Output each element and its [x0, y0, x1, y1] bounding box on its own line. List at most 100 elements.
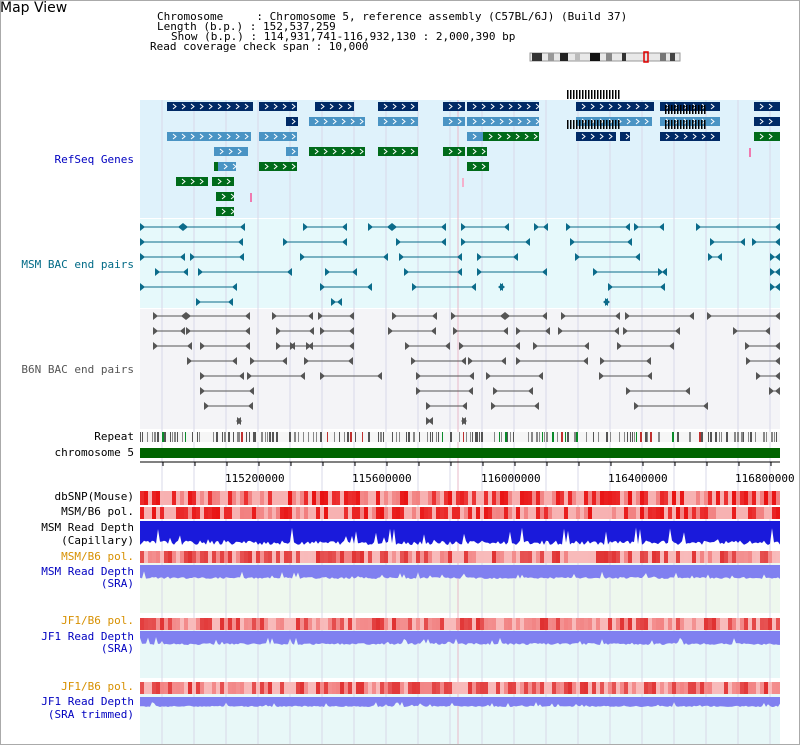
heat-cell: [536, 491, 540, 505]
track-label-jf1-b6-pol[interactable]: JF1/B6 pol.: [61, 614, 134, 627]
track-label-msm-depth-cap-1[interactable]: MSM Read Depth: [41, 521, 134, 534]
repeat-element: [561, 432, 563, 442]
heat-cell: [708, 491, 712, 505]
heat-cell: [272, 551, 276, 563]
heat-cell: [692, 551, 696, 563]
repeat-element: [249, 432, 250, 442]
heat-cell: [660, 507, 664, 519]
heat-cell: [276, 618, 280, 630]
heat-cell: [300, 507, 304, 519]
strand-arrow: [291, 103, 296, 110]
heat-cell: [220, 507, 224, 519]
repeat-element: [647, 432, 648, 442]
track-label-b6n-bac[interactable]: B6N BAC end pairs: [21, 363, 134, 376]
heat-cell: [240, 682, 244, 694]
heat-cell: [276, 551, 280, 563]
heat-cell: [368, 618, 372, 630]
repeat-element: [734, 432, 736, 442]
track-label-repeat[interactable]: Repeat: [94, 430, 134, 443]
heat-cell: [392, 551, 396, 563]
strand-arrow: [665, 133, 670, 140]
heat-cell: [236, 682, 240, 694]
repeat-element: [164, 432, 166, 442]
msm-bac-end: [575, 253, 580, 261]
strand-arrow: [517, 103, 522, 110]
strand-arrow: [323, 148, 328, 155]
heat-cell: [660, 682, 664, 694]
track-label-jf1-trim-1[interactable]: JF1 Read Depth: [41, 695, 134, 708]
heat-cell: [468, 491, 472, 505]
b6n-bac-end: [239, 372, 244, 380]
heat-cell: [468, 507, 472, 519]
heat-cell: [148, 551, 152, 563]
heat-cell: [588, 491, 592, 505]
gene-model: [754, 102, 780, 111]
track-label-refseq[interactable]: RefSeq Genes: [54, 153, 134, 166]
heat-cell: [752, 618, 756, 630]
msm-bac-end: [383, 253, 388, 261]
msm-bac-end: [396, 238, 401, 246]
repeat-element: [272, 432, 274, 442]
heat-cell: [240, 551, 244, 563]
heat-cell: [172, 551, 176, 563]
heat-cell: [208, 491, 212, 505]
heat-cell: [512, 491, 516, 505]
heat-cell: [644, 551, 648, 563]
track-label-msm-b6-pol-2[interactable]: MSM/B6 pol.: [61, 550, 134, 563]
heat-cell: [684, 682, 688, 694]
heat-cell: [256, 551, 260, 563]
heat-cell: [324, 551, 328, 563]
repeat-element: [763, 432, 765, 442]
strand-arrow: [526, 118, 531, 125]
heat-cell: [596, 507, 600, 519]
b6n-bac-end: [320, 327, 325, 335]
strand-arrow: [314, 148, 319, 155]
heat-cell: [564, 682, 568, 694]
track-label-jf1-depth-sra-1[interactable]: JF1 Read Depth: [41, 630, 134, 643]
strand-arrow: [217, 133, 222, 140]
heat-cell: [424, 618, 428, 630]
repeat-element: [552, 432, 554, 442]
heat-cell: [176, 682, 180, 694]
heat-cell: [360, 682, 364, 694]
heat-cell: [488, 682, 492, 694]
b6n-bac-end: [775, 387, 780, 395]
track-label-jf1-b6-pol-2[interactable]: JF1/B6 pol.: [61, 680, 134, 693]
repeat-element: [627, 432, 628, 442]
repeat-element: [689, 432, 691, 442]
strand-arrow: [230, 208, 235, 215]
track-label-chromosome[interactable]: chromosome 5: [54, 446, 134, 459]
heat-cell: [736, 491, 740, 505]
heat-cell: [344, 491, 348, 505]
heat-cell: [288, 551, 292, 563]
heat-cell: [432, 491, 436, 505]
track-label-msm-depth-sra-1[interactable]: MSM Read Depth: [41, 565, 134, 578]
repeat-element: [755, 432, 756, 442]
repeat-element: [466, 432, 467, 442]
track-label-dbsnp[interactable]: dbSNP(Mouse): [54, 490, 134, 503]
heat-cell: [280, 491, 284, 505]
heat-cell: [724, 491, 728, 505]
track-label-msm-bac[interactable]: MSM BAC end pairs: [21, 258, 134, 271]
heat-cell: [160, 682, 164, 694]
heat-cell: [196, 491, 200, 505]
msm-bac-end: [228, 298, 233, 306]
strand-arrow: [692, 133, 697, 140]
heat-cell: [348, 507, 352, 519]
heat-cell: [712, 618, 716, 630]
heat-cell: [140, 551, 144, 563]
repeat-element: [658, 432, 660, 442]
show-range-info: Show (b.p.) : 114,931,741-116,932,130 : …: [171, 30, 516, 43]
track-label-msm-b6-pol[interactable]: MSM/B6 pol.: [61, 505, 134, 518]
heat-cell: [380, 682, 384, 694]
heat-cell: [252, 491, 256, 505]
heat-cell: [304, 618, 308, 630]
heat-cell: [560, 551, 564, 563]
strand-arrow: [226, 133, 231, 140]
msm-bac-end: [770, 283, 775, 291]
heat-cell: [448, 491, 452, 505]
strand-arrow: [472, 148, 477, 155]
heat-cell: [316, 507, 320, 519]
strand-arrow: [392, 103, 397, 110]
